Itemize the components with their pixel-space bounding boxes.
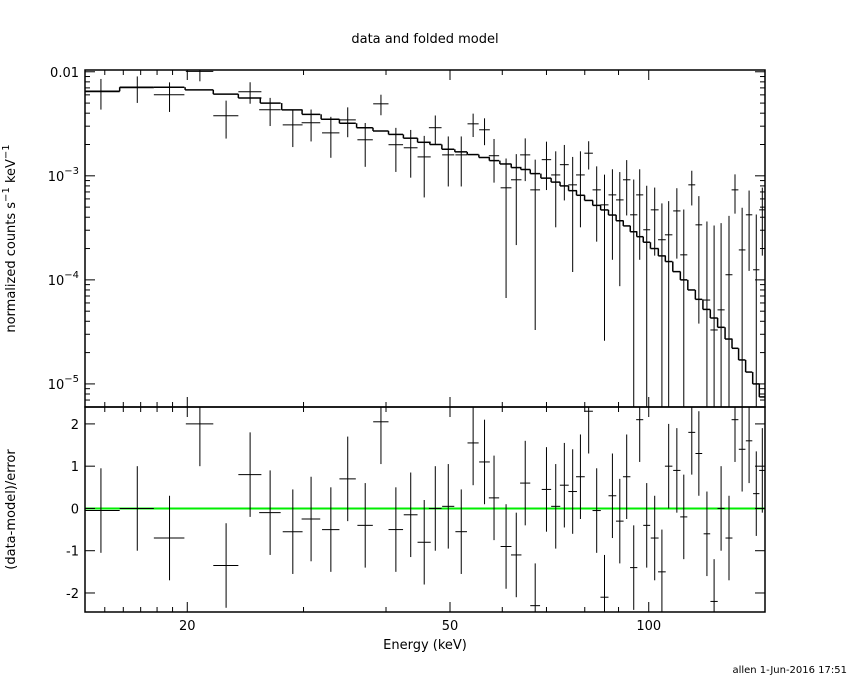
y-tick-label: 0 [71, 502, 79, 517]
plot-frame [84, 69, 766, 408]
y-tick-base: 10 [48, 274, 65, 289]
y-label-exponent: −1 [1, 187, 12, 202]
y-tick-label: 0.01 [50, 66, 79, 81]
y-axis-label: normalized counts s−1 keV−1 [1, 144, 19, 332]
y-label-text: keV [4, 159, 19, 187]
plot-frame [84, 406, 766, 613]
y-tick-exponent: −4 [64, 270, 79, 281]
x-tick-label: 50 [442, 619, 459, 634]
x-tick-label: 20 [179, 619, 196, 634]
y-tick-base: 10 [48, 170, 65, 185]
y-tick-label: 10−5 [48, 374, 79, 393]
plot-area [85, 407, 765, 612]
x-tick-label: 100 [636, 619, 661, 634]
y-label-exponent: −1 [1, 144, 12, 159]
y-tick-label: -1 [66, 545, 79, 560]
footer: allen 1-Jun-2016 17:51 [732, 665, 847, 676]
y-tick-label: 10−4 [48, 270, 79, 289]
y-tick-label: 1 [71, 460, 79, 475]
plot-area [85, 70, 765, 407]
y-tick-label: 10−3 [48, 166, 79, 185]
y-label-text: (data-model)/error [4, 449, 19, 570]
y-axis-label: (data-model)/error [4, 449, 19, 570]
x-axis-label: Energy (keV) [383, 638, 467, 653]
y-tick-label: -2 [66, 587, 79, 602]
y-label-text: normalized counts s [4, 202, 19, 333]
y-tick-base: 10 [48, 378, 65, 393]
y-tick-exponent: −5 [64, 374, 79, 385]
y-tick-label: 2 [71, 418, 79, 433]
y-tick-exponent: −3 [64, 166, 79, 177]
chart-title: data and folded model [351, 32, 498, 47]
